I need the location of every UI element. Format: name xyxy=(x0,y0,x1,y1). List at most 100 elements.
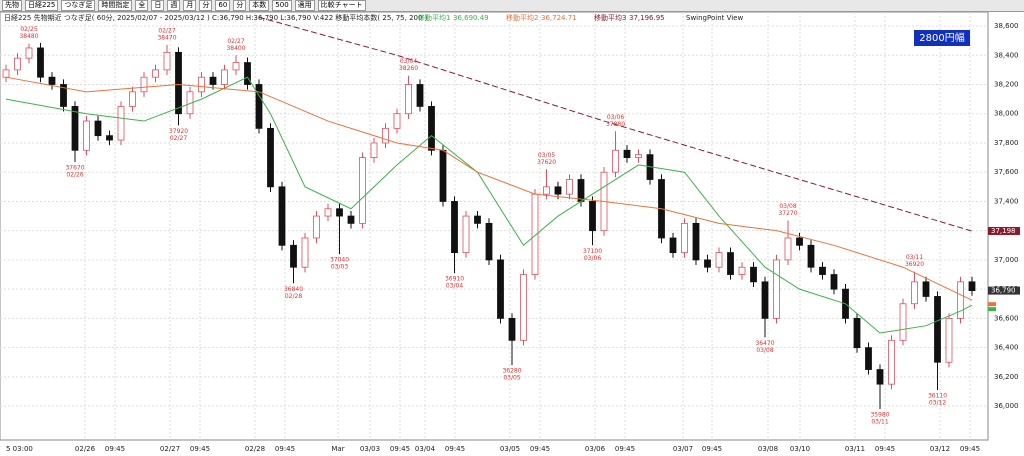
candle-body xyxy=(727,252,734,275)
candle-body xyxy=(255,84,263,129)
candle-body xyxy=(807,244,815,268)
y-tick-label: 36,200 xyxy=(994,373,1019,381)
annotation-top: 02/27 xyxy=(227,38,244,45)
candle-body xyxy=(934,296,941,363)
candle-body xyxy=(474,215,481,224)
candle-body xyxy=(221,69,228,85)
candle-body xyxy=(94,120,102,137)
candle-body xyxy=(612,149,619,173)
candle-body xyxy=(83,120,90,151)
y-tick-label: 38,200 xyxy=(994,81,1019,89)
toolbar-item[interactable]: 比較チャート xyxy=(317,0,366,11)
y-tick-label: 36,000 xyxy=(994,402,1019,410)
annotation-bottom: 03/08 xyxy=(756,347,773,354)
legend-value: 37,196.95 xyxy=(629,14,665,22)
candle-body xyxy=(163,51,171,71)
price-tag-label: 36,790 xyxy=(991,287,1016,295)
candle-body xyxy=(439,149,447,202)
x-tick-label: 02/27 xyxy=(160,445,180,453)
annotation-bottom: 03/04 xyxy=(446,283,463,290)
y-tick-label: 37,400 xyxy=(994,197,1019,205)
x-tick-label: 09:45 xyxy=(445,445,465,453)
info: 日経225 先物期近 つなぎ足( 60分, 2025/02/07 - 2025/… xyxy=(4,13,428,22)
candle-body xyxy=(968,281,976,292)
x-tick-label: 03/08 xyxy=(758,445,778,453)
annotation-bottom: 03/11 xyxy=(871,419,888,426)
annotation-bottom: 03/03 xyxy=(331,264,348,271)
toolbar-item[interactable]: 先物 xyxy=(2,0,22,11)
view-label: SwingPoint View xyxy=(686,14,743,22)
legend-name: 移動平均2 xyxy=(506,13,538,22)
annotation-bottom: 38470 xyxy=(157,35,176,42)
x-tick-label: 02/28 xyxy=(245,445,265,453)
candle-body xyxy=(945,317,953,363)
toolbar-item[interactable]: つなぎ足 xyxy=(61,0,96,11)
toolbar: 先物 日経225 つなぎ足 時間指定全日週月分 60 分本数 500 適用 比較チャート xyxy=(0,0,1024,12)
annotation-top: 37920 xyxy=(169,128,188,135)
legend-name: 移動平均3 xyxy=(594,13,626,22)
y-tick-label: 37,600 xyxy=(994,168,1019,176)
annotation-top: 37100 xyxy=(583,248,602,255)
candle-body xyxy=(175,51,182,115)
annotation-top: 36280 xyxy=(502,368,521,375)
annotation-bottom: 37270 xyxy=(778,210,797,217)
annotation-top: 37040 xyxy=(330,257,349,264)
x-tick-label: 5 03:00 xyxy=(6,445,33,453)
candle-body xyxy=(761,281,769,319)
toolbar-item[interactable]: 500 xyxy=(272,0,292,11)
candle-body xyxy=(37,47,44,78)
toolbar-item[interactable]: 分 xyxy=(199,0,213,11)
y-tick-label: 36,400 xyxy=(994,344,1019,352)
toolbar-item[interactable]: 日 xyxy=(151,0,165,11)
annotation-top: 37670 xyxy=(65,164,84,171)
x-tick-label: 03/07 xyxy=(673,445,693,453)
annotation-top: 03/04 xyxy=(400,58,417,65)
candle-body xyxy=(428,106,435,151)
candle-body xyxy=(198,76,205,93)
candle-body xyxy=(911,281,918,305)
candle-body xyxy=(244,62,251,85)
candle-body xyxy=(25,47,33,59)
x-tick-label: 02/26 xyxy=(75,445,96,453)
candle-body xyxy=(554,186,562,195)
candle-body xyxy=(888,339,895,385)
y-tick-label: 38,400 xyxy=(994,51,1019,59)
annotation-top: 03/05 xyxy=(538,152,555,159)
toolbar-item[interactable]: 適用 xyxy=(294,0,315,11)
candle-body xyxy=(313,215,320,239)
badge-bg xyxy=(914,30,970,46)
x-tick-label: Mar xyxy=(331,445,344,453)
price-tag xyxy=(988,286,1020,295)
annotation-top: 36110 xyxy=(928,393,947,400)
candle-body xyxy=(784,237,792,261)
candle-body xyxy=(416,84,424,107)
toolbar-item[interactable]: 週 xyxy=(167,0,181,11)
candle-body xyxy=(922,281,930,297)
x-tick-label: 09:45 xyxy=(390,445,410,453)
toolbar-item[interactable]: 時間指定 xyxy=(98,0,133,11)
chart: 36,00036,20036,40036,60036,80037,00037,2… xyxy=(0,12,1020,453)
annotation-bottom: 37620 xyxy=(537,159,556,166)
annotation-bottom: 38400 xyxy=(226,45,245,52)
candle-body xyxy=(60,84,67,107)
candle-body xyxy=(140,76,148,93)
candle-body xyxy=(589,201,596,232)
toolbar-item[interactable]: 分 xyxy=(233,0,247,11)
badge: 2800円幅 xyxy=(919,31,964,44)
toolbar-item[interactable]: 全 xyxy=(135,0,149,11)
toolbar-item[interactable]: 本数 xyxy=(249,0,270,11)
annotation-bottom: 03/05 xyxy=(503,375,520,382)
toolbar-item[interactable]: 月 xyxy=(183,0,197,11)
x-tick-label: 09:45 xyxy=(105,445,125,453)
toolbar-item[interactable]: 日経225 xyxy=(25,0,59,11)
x-tick-label: 09:45 xyxy=(960,445,980,453)
legend-name: 移動平均1 xyxy=(418,13,450,22)
candle-body xyxy=(543,186,550,195)
annotation-top: 36910 xyxy=(445,276,464,283)
toolbar-item[interactable]: 60 xyxy=(215,0,231,11)
price-tag xyxy=(988,226,1020,235)
candle-body xyxy=(347,215,355,224)
annotation-top: 35980 xyxy=(870,412,889,419)
candle-body xyxy=(796,237,803,246)
plot xyxy=(2,16,976,410)
